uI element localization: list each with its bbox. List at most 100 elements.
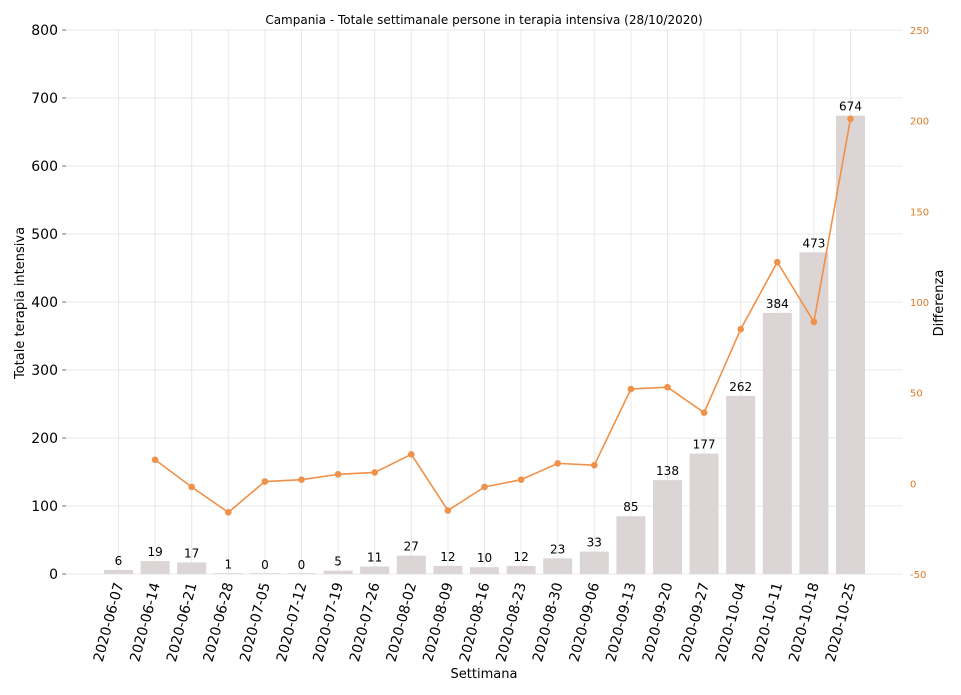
difference-line-path (154, 118, 852, 514)
difference-line (151, 115, 854, 516)
bar (140, 561, 170, 574)
bar-value-label: 674 (839, 100, 862, 114)
bar-value-label: 23 (550, 542, 565, 556)
difference-point (774, 258, 781, 266)
y-axis-ticks: 0 100 200 300 400 500 600 700 800 (31, 23, 66, 583)
bar (543, 558, 573, 574)
difference-point (700, 409, 708, 416)
x-tick-label: 2020-07-12 (274, 581, 311, 664)
y2-tick-label: 0 (910, 479, 916, 490)
x-tick-label: 2020-08-02 (384, 581, 421, 664)
difference-point (664, 383, 671, 391)
bar (726, 395, 756, 574)
bar (177, 562, 207, 574)
bar-value-label: 19 (147, 545, 162, 559)
x-tick-label: 2020-08-23 (493, 581, 530, 664)
bar (689, 453, 719, 574)
x-tick-label: 2020-10-11 (750, 581, 787, 664)
difference-point (261, 478, 269, 485)
bar (433, 565, 463, 574)
y2-tick-label: 250 (910, 26, 929, 37)
bar-value-label: 17 (184, 546, 199, 560)
x-tick-label: 2020-06-21 (164, 581, 201, 664)
bar (799, 252, 829, 575)
x-axis-ticks: 2020-06-07 2020-06-14 2020-06-21 2020-06-28… (91, 581, 860, 664)
x-axis-label: Settimana (451, 667, 518, 682)
difference-point (225, 509, 232, 516)
bars (104, 115, 865, 575)
bar (250, 573, 280, 574)
bar-value-label: 12 (440, 550, 455, 564)
bar-value-label: 27 (404, 540, 419, 554)
y-tick-label: 400 (31, 295, 58, 311)
x-tick-label: 2020-09-27 (676, 581, 713, 664)
x-tick-label: 2020-08-16 (457, 581, 494, 664)
difference-point (444, 507, 452, 514)
x-tick-label: 2020-09-13 (603, 581, 640, 664)
y-tick-label: 300 (31, 363, 58, 379)
bar (287, 573, 316, 574)
difference-point (298, 476, 305, 484)
x-tick-label: 2020-10-04 (713, 581, 750, 664)
difference-point (627, 385, 635, 393)
y-tick-label: 500 (31, 227, 58, 243)
bar-value-label: 138 (656, 464, 679, 478)
bar (396, 555, 426, 574)
difference-point (847, 115, 854, 123)
bar-value-label: 85 (623, 500, 638, 514)
x-tick-label: 2020-09-20 (640, 581, 677, 664)
difference-point (334, 470, 342, 478)
y2-tick-label: 200 (910, 117, 929, 128)
bar (506, 565, 536, 574)
difference-point (554, 460, 561, 467)
bar-value-label: 0 (261, 558, 269, 572)
y-tick-label: 0 (49, 567, 58, 583)
y2-tick-label: 150 (910, 207, 929, 218)
bar (579, 551, 609, 574)
bar-value-label: 33 (587, 536, 602, 550)
difference-point (188, 483, 195, 491)
y-tick-label: 600 (31, 159, 58, 175)
x-tick-label: 2020-06-14 (127, 581, 164, 664)
difference-point (591, 461, 598, 469)
bar (323, 570, 353, 574)
bar (360, 566, 390, 574)
bar (762, 312, 792, 574)
y-axis-label: Totale terapia intensiva (13, 227, 28, 380)
bar-value-label: 384 (766, 297, 789, 311)
y2-tick-label: 50 (910, 389, 923, 400)
y-tick-label: 700 (31, 91, 58, 107)
y-tick-label: 200 (31, 431, 58, 447)
difference-point (810, 318, 818, 326)
y2-axis-label: Differenza (932, 270, 947, 337)
chart-title: Campania - Totale settimanale persone in… (265, 13, 702, 27)
y-tick-label: 800 (31, 23, 58, 39)
x-tick-label: 2020-08-30 (530, 581, 567, 664)
difference-point (371, 469, 379, 476)
difference-point (481, 483, 488, 491)
x-tick-label: 2020-07-05 (237, 581, 274, 664)
bar-value-label: 0 (298, 558, 306, 572)
x-tick-label: 2020-08-09 (420, 581, 457, 664)
bar-value-label: 5 (334, 555, 342, 569)
bar-value-label: 1 (224, 557, 232, 571)
x-tick-label: 2020-07-19 (310, 581, 347, 664)
x-tick-label: 2020-10-18 (786, 581, 823, 664)
bar-value-label: 6 (115, 554, 123, 568)
bar (836, 115, 865, 575)
x-tick-label: 2020-07-26 (347, 581, 384, 664)
bar-value-label: 262 (729, 380, 752, 394)
bar (104, 569, 133, 574)
x-tick-label: 2020-10-25 (823, 581, 860, 664)
x-tick-label: 2020-06-07 (91, 581, 128, 664)
x-tick-label: 2020-09-06 (567, 581, 604, 664)
y-tick-label: 100 (31, 499, 58, 515)
difference-point (517, 476, 525, 484)
bar (653, 480, 682, 574)
bar-value-label: 177 (693, 438, 716, 452)
x-tick-label: 2020-06-28 (201, 581, 238, 664)
y2-tick-label: 100 (910, 298, 929, 309)
bar (470, 567, 499, 574)
